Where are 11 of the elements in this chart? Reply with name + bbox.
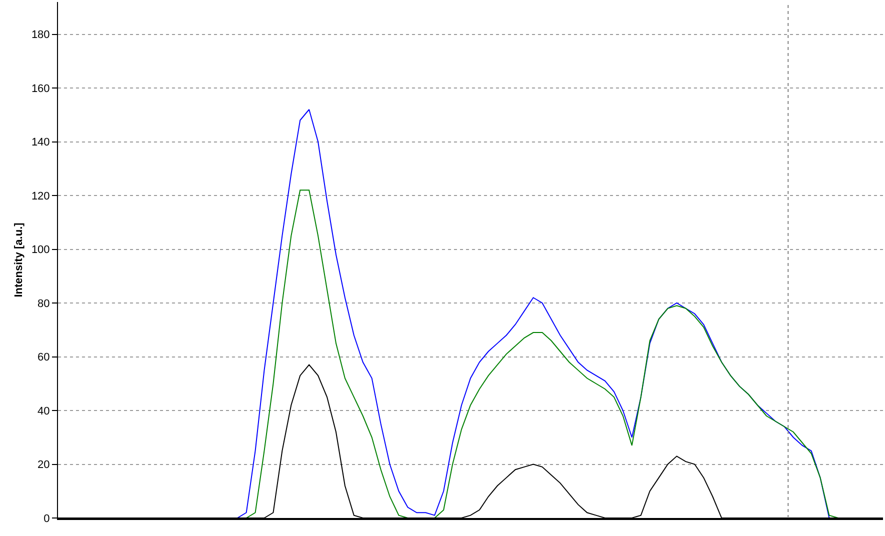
y-tick-label: 140 — [31, 136, 50, 149]
y-tick-label: 40 — [38, 405, 50, 418]
y-tick-label: 80 — [38, 298, 50, 310]
y-tick-label: 100 — [31, 244, 50, 256]
y-tick-label: 60 — [38, 352, 50, 364]
y-tick-label: 160 — [31, 82, 50, 95]
y-tick-label: 120 — [31, 190, 50, 202]
y-tick-label: 20 — [38, 459, 50, 472]
y-axis-title: Intensity [a.u.] — [13, 222, 26, 298]
y-tick-label: 180 — [31, 29, 50, 42]
y-tick-label: 0 — [44, 512, 50, 525]
